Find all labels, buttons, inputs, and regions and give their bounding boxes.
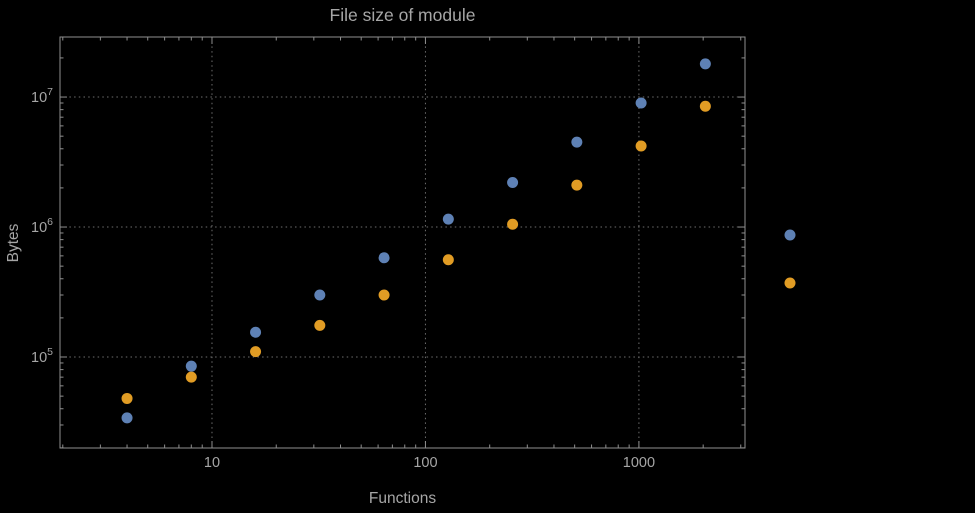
y-tick-label: 107	[31, 86, 53, 106]
y-tick-label: 105	[31, 346, 53, 366]
data-point	[699, 100, 711, 112]
data-point	[699, 58, 711, 70]
data-point	[185, 371, 197, 383]
x-tick-label: 10	[204, 455, 220, 471]
data-point	[507, 218, 519, 230]
chart-title: File size of module	[329, 5, 476, 25]
data-point	[442, 254, 454, 266]
data-point	[250, 326, 262, 338]
data-point	[378, 289, 390, 301]
x-tick-label: 1000	[623, 455, 655, 471]
data-point	[185, 360, 197, 372]
x-axis-label: Functions	[368, 490, 437, 507]
data-point	[314, 319, 326, 331]
data-point	[314, 289, 326, 301]
legend-marker	[784, 277, 796, 289]
legend-marker	[784, 229, 796, 241]
data-point	[635, 97, 647, 109]
x-tick-label: 100	[413, 455, 437, 471]
y-axis-label: Bytes	[5, 223, 22, 263]
data-point	[378, 252, 390, 264]
y-tick-label: 106	[31, 216, 53, 236]
data-point	[507, 177, 519, 189]
data-point	[571, 179, 583, 191]
data-point	[121, 412, 133, 424]
data-point	[250, 346, 262, 358]
data-point	[635, 140, 647, 152]
data-point	[121, 392, 133, 404]
data-point	[442, 213, 454, 225]
data-point	[571, 136, 583, 148]
plot-frame	[59, 36, 746, 449]
